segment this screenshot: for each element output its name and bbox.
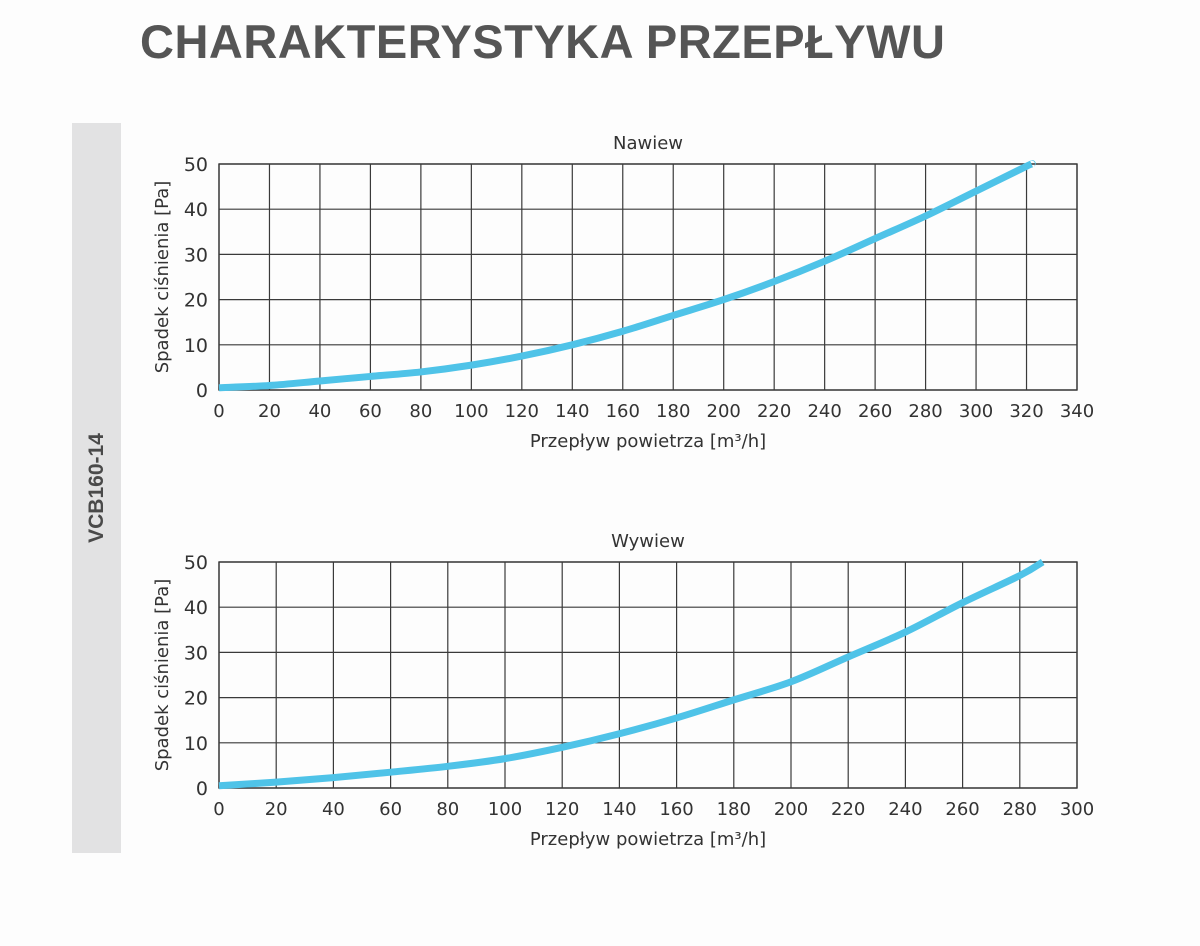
x-tick-label: 340 (1060, 401, 1094, 422)
x-tick-label: 300 (1060, 799, 1094, 820)
x-axis-label: Przepływ powietrza [m³/h] (530, 829, 766, 850)
y-axis-label: Spadek ciśnienia [Pa] (152, 181, 173, 374)
y-tick-label: 50 (184, 154, 208, 176)
page-title: CHARAKTERYSTYKA PRZEPŁYWU (140, 15, 946, 68)
chart-title: Wywiew (611, 531, 685, 552)
grid (218, 561, 1078, 789)
x-tick-label: 80 (436, 799, 459, 820)
x-tick-label: 140 (602, 799, 636, 820)
x-tick-label: 20 (265, 799, 288, 820)
x-tick-label: 240 (888, 799, 922, 820)
x-tick-label: 180 (717, 799, 751, 820)
x-tick-label: 220 (831, 799, 865, 820)
y-tick-label: 30 (184, 642, 208, 664)
x-tick-label: 80 (409, 401, 432, 422)
y-tick-label: 40 (184, 597, 208, 619)
x-tick-label: 100 (488, 799, 522, 820)
y-axis-label: Spadek ciśnienia [Pa] (152, 579, 173, 772)
x-tick-label: 300 (959, 401, 993, 422)
x-tick-label: 320 (1009, 401, 1043, 422)
x-tick-label: 100 (454, 401, 488, 422)
x-tick-label: 260 (858, 401, 892, 422)
y-tick-label: 40 (184, 199, 208, 221)
plot-frame (218, 561, 1078, 789)
x-axis-label: Przepływ powietrza [m³/h] (530, 431, 766, 452)
y-tick-label: 0 (196, 380, 208, 402)
x-tick-label: 200 (774, 799, 808, 820)
plot-frame (218, 163, 1078, 391)
x-tick-label: 240 (807, 401, 841, 422)
x-tick-label: 260 (945, 799, 979, 820)
x-tick-label: 280 (1003, 799, 1037, 820)
x-tick-label: 120 (505, 401, 539, 422)
y-tick-label: 10 (184, 733, 208, 755)
y-tick-label: 50 (184, 552, 208, 574)
x-tick-label: 160 (659, 799, 693, 820)
x-tick-label: 140 (555, 401, 589, 422)
x-tick-label: 280 (908, 401, 942, 422)
x-tick-label: 220 (757, 401, 791, 422)
y-tick-label: 20 (184, 290, 208, 312)
x-tick-label: 20 (258, 401, 281, 422)
y-tick-label: 10 (184, 335, 208, 357)
x-tick-label: 0 (213, 799, 224, 820)
x-tick-label: 40 (308, 401, 331, 422)
y-tick-label: 20 (184, 688, 208, 710)
pressure-drop-curve (218, 558, 1045, 790)
y-tick-label: 30 (184, 244, 208, 266)
x-tick-label: 0 (213, 401, 224, 422)
x-tick-label: 40 (322, 799, 345, 820)
model-side-band (72, 123, 121, 853)
x-tick-label: 200 (707, 401, 741, 422)
x-tick-label: 120 (545, 799, 579, 820)
y-tick-label: 0 (196, 778, 208, 800)
chart-title: Nawiew (613, 133, 683, 154)
x-tick-label: 60 (379, 799, 402, 820)
x-tick-label: 180 (656, 401, 690, 422)
pressure-drop-curve (218, 160, 1036, 392)
x-tick-label: 60 (359, 401, 382, 422)
x-tick-label: 160 (606, 401, 640, 422)
